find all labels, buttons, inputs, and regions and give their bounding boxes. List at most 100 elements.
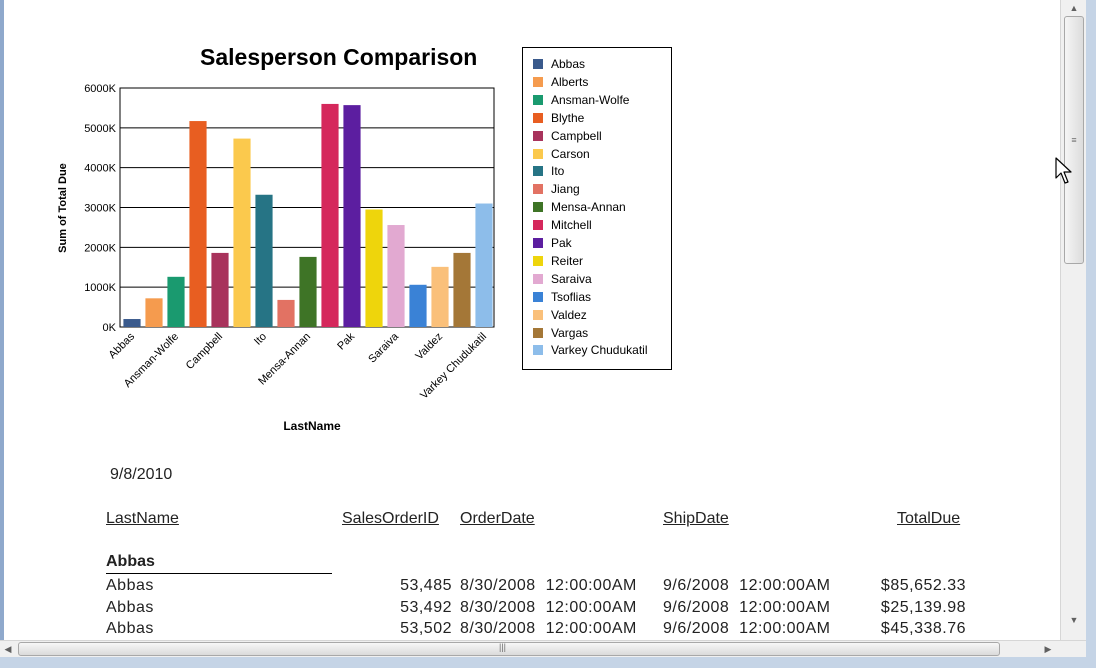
- legend-label: Blythe: [551, 110, 585, 125]
- cell-total-due: $85,652.33: [880, 577, 966, 594]
- legend-item: Ansman-Wolfe: [533, 91, 629, 109]
- group-header: Abbas: [106, 553, 155, 570]
- bar-mensa-annan: [299, 256, 317, 327]
- bar-chart: 0K1000K2000K3000K4000K5000K6000KAbbasAns…: [57, 83, 495, 433]
- y-tick-label: 4000K: [84, 163, 116, 175]
- chart-title: Salesperson Comparison: [200, 44, 478, 70]
- group-divider: [106, 573, 332, 574]
- legend-label: Ansman-Wolfe: [551, 92, 630, 107]
- legend-swatch: [533, 238, 543, 248]
- legend-swatch: [533, 345, 543, 356]
- x-tick-label: Ito: [252, 331, 269, 348]
- cell-sales-order-id: 53,492: [400, 598, 452, 616]
- vertical-scrollbar[interactable]: ▲ ≡ ▼: [1060, 0, 1087, 640]
- legend-swatch: [533, 94, 543, 105]
- scroll-up-arrow-icon[interactable]: ▲: [1069, 3, 1079, 13]
- legend-item: Carson: [533, 145, 590, 163]
- bar-vargas: [453, 252, 471, 327]
- legend-label: Mitchell: [551, 218, 592, 233]
- x-tick-label: Saraiva: [366, 330, 401, 365]
- horizontal-scrollbar[interactable]: ◀ ||| ▶: [0, 640, 1086, 657]
- thumb-grip-icon: ≡: [1071, 135, 1077, 145]
- scroll-right-arrow-icon[interactable]: ▶: [1044, 644, 1052, 654]
- vertical-scroll-thumb[interactable]: ≡: [1064, 16, 1084, 264]
- legend-item: Jiang: [533, 180, 580, 198]
- y-axis-title: Sum of Total Due: [57, 163, 69, 253]
- legend-label: Valdez: [551, 307, 587, 322]
- legend-swatch: [533, 291, 543, 302]
- column-header-salesorderid[interactable]: SalesOrderID: [342, 510, 439, 527]
- legend-swatch: [533, 166, 543, 177]
- legend-swatch: [533, 184, 543, 195]
- cell-last-name: Abbas: [106, 598, 154, 616]
- cell-ship-date: 9/6/2008 12:00:00AM: [663, 598, 831, 616]
- column-header-lastname[interactable]: LastName: [106, 510, 179, 527]
- bar-mitchell: [321, 103, 339, 327]
- column-header-orderdate[interactable]: OrderDate: [460, 510, 535, 527]
- thumb-grip-icon: |||: [499, 642, 507, 652]
- legend-item: Blythe: [533, 109, 584, 127]
- cell-ship-date: 9/6/2008 12:00:00AM: [663, 577, 831, 594]
- bar-reiter: [365, 209, 383, 327]
- legend-swatch: [533, 148, 543, 159]
- y-tick-label: 5000K: [84, 123, 116, 135]
- y-tick-label: 3000K: [84, 203, 116, 215]
- legend-item: Abbas: [533, 55, 585, 73]
- legend-item: Valdez: [533, 306, 587, 324]
- y-tick-label: 0K: [103, 322, 117, 334]
- legend-swatch: [533, 202, 543, 213]
- legend-item: Saraiva: [533, 270, 592, 288]
- column-header-totaldue[interactable]: TotalDue: [897, 510, 961, 527]
- legend-item: Reiter: [533, 252, 583, 270]
- bar-valdez: [431, 266, 449, 327]
- window-frame-right: [1086, 0, 1096, 668]
- legend-label: Varkey Chudukatil: [551, 343, 648, 358]
- scroll-down-arrow-icon[interactable]: ▼: [1069, 615, 1079, 625]
- bar-tsoflias: [409, 284, 427, 327]
- legend-swatch: [533, 76, 543, 87]
- legend-label: Ito: [551, 164, 565, 179]
- horizontal-scroll-thumb[interactable]: |||: [18, 642, 1000, 656]
- y-tick-label: 2000K: [84, 242, 116, 254]
- legend-item: Ito: [533, 162, 564, 180]
- legend-label: Pak: [551, 236, 572, 250]
- legend-item: Mensa-Annan: [533, 198, 626, 216]
- legend-swatch: [533, 255, 543, 266]
- y-tick-label: 1000K: [84, 282, 116, 294]
- cell-last-name: Abbas: [106, 620, 154, 637]
- legend-swatch: [533, 273, 543, 284]
- bar-campbell: [211, 252, 229, 327]
- legend-swatch: [533, 112, 543, 123]
- scroll-left-arrow-icon[interactable]: ◀: [4, 644, 12, 654]
- chart-legend: Abbas Alberts Ansman-Wolfe Blythe Campbell Ca…: [522, 47, 672, 370]
- cell-sales-order-id: 53,485: [400, 577, 452, 594]
- legend-label: Tsoflias: [551, 289, 592, 304]
- legend-label: Mensa-Annan: [551, 200, 626, 215]
- legend-label: Abbas: [551, 57, 586, 71]
- window-frame-bottom: [0, 657, 1096, 668]
- legend-label: Campbell: [551, 128, 602, 143]
- x-tick-label: Valdez: [413, 331, 445, 363]
- bar-jiang: [277, 299, 295, 327]
- x-tick-label: Abbas: [107, 330, 138, 361]
- column-header-shipdate[interactable]: ShipDate: [663, 510, 729, 527]
- legend-swatch: [533, 59, 543, 69]
- report-date: 9/8/2010: [110, 466, 173, 483]
- x-tick-label: Pak: [335, 330, 357, 352]
- legend-swatch: [533, 327, 543, 338]
- legend-label: Reiter: [551, 253, 584, 268]
- bar-ito: [255, 194, 273, 327]
- legend-item: Mitchell: [533, 216, 592, 234]
- legend-item: Alberts: [533, 73, 588, 91]
- legend-swatch: [533, 130, 543, 141]
- cell-total-due: $25,139.98: [880, 598, 966, 616]
- bar-blythe: [189, 121, 207, 327]
- legend-item: Varkey Chudukatil: [533, 341, 648, 359]
- bar-ansman-wolfe: [167, 276, 185, 327]
- bar-saraiva: [387, 225, 405, 327]
- mouse-pointer-icon: [1055, 157, 1072, 184]
- legend-swatch: [533, 220, 543, 231]
- cell-order-date: 8/30/2008 12:00:00AM: [460, 620, 637, 637]
- legend-item: Campbell: [533, 127, 602, 145]
- legend-label: Alberts: [551, 74, 589, 89]
